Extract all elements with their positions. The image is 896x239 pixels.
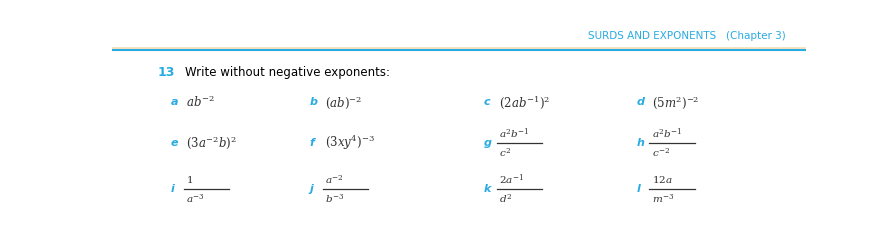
Text: d: d [636,97,644,107]
Text: $(3xy^{4})^{-3}$: $(3xy^{4})^{-3}$ [325,133,375,152]
Text: $a^{-3}$: $a^{-3}$ [186,192,205,205]
Text: $b^{-3}$: $b^{-3}$ [325,192,345,205]
Text: $d^{2}$: $d^{2}$ [499,192,512,205]
Text: l: l [636,184,640,194]
Text: b: b [310,97,318,107]
Text: $1$: $1$ [186,174,194,185]
Text: $c^{-2}$: $c^{-2}$ [651,146,670,159]
Text: $2a^{-1}$: $2a^{-1}$ [499,172,524,186]
Text: e: e [171,138,178,148]
Text: SURDS AND EXPONENTS   (Chapter 3): SURDS AND EXPONENTS (Chapter 3) [588,31,786,41]
Text: $(ab)^{-2}$: $(ab)^{-2}$ [325,94,362,111]
Text: 13: 13 [157,66,175,79]
Text: a: a [171,97,178,107]
Text: h: h [636,138,644,148]
Text: $a^{-2}$: $a^{-2}$ [325,173,344,185]
Text: $a^{2}b^{-1}$: $a^{2}b^{-1}$ [651,126,682,141]
Text: k: k [484,184,491,194]
Text: $(3a^{-2}b)^{2}$: $(3a^{-2}b)^{2}$ [186,134,237,151]
Text: $(2ab^{-1})^{2}$: $(2ab^{-1})^{2}$ [499,94,550,111]
Text: $a^{2}b^{-1}$: $a^{2}b^{-1}$ [499,126,530,141]
Text: $ab^{-2}$: $ab^{-2}$ [186,94,215,110]
Text: $(5m^{2})^{-2}$: $(5m^{2})^{-2}$ [651,94,699,111]
Text: $c^{2}$: $c^{2}$ [499,146,511,159]
Text: g: g [484,138,492,148]
Text: $m^{-3}$: $m^{-3}$ [651,192,674,205]
Text: i: i [171,184,175,194]
Text: j: j [310,184,314,194]
Text: Write without negative exponents:: Write without negative exponents: [185,66,390,79]
Text: f: f [310,138,314,148]
Text: $12a$: $12a$ [651,174,672,185]
Text: c: c [484,97,490,107]
